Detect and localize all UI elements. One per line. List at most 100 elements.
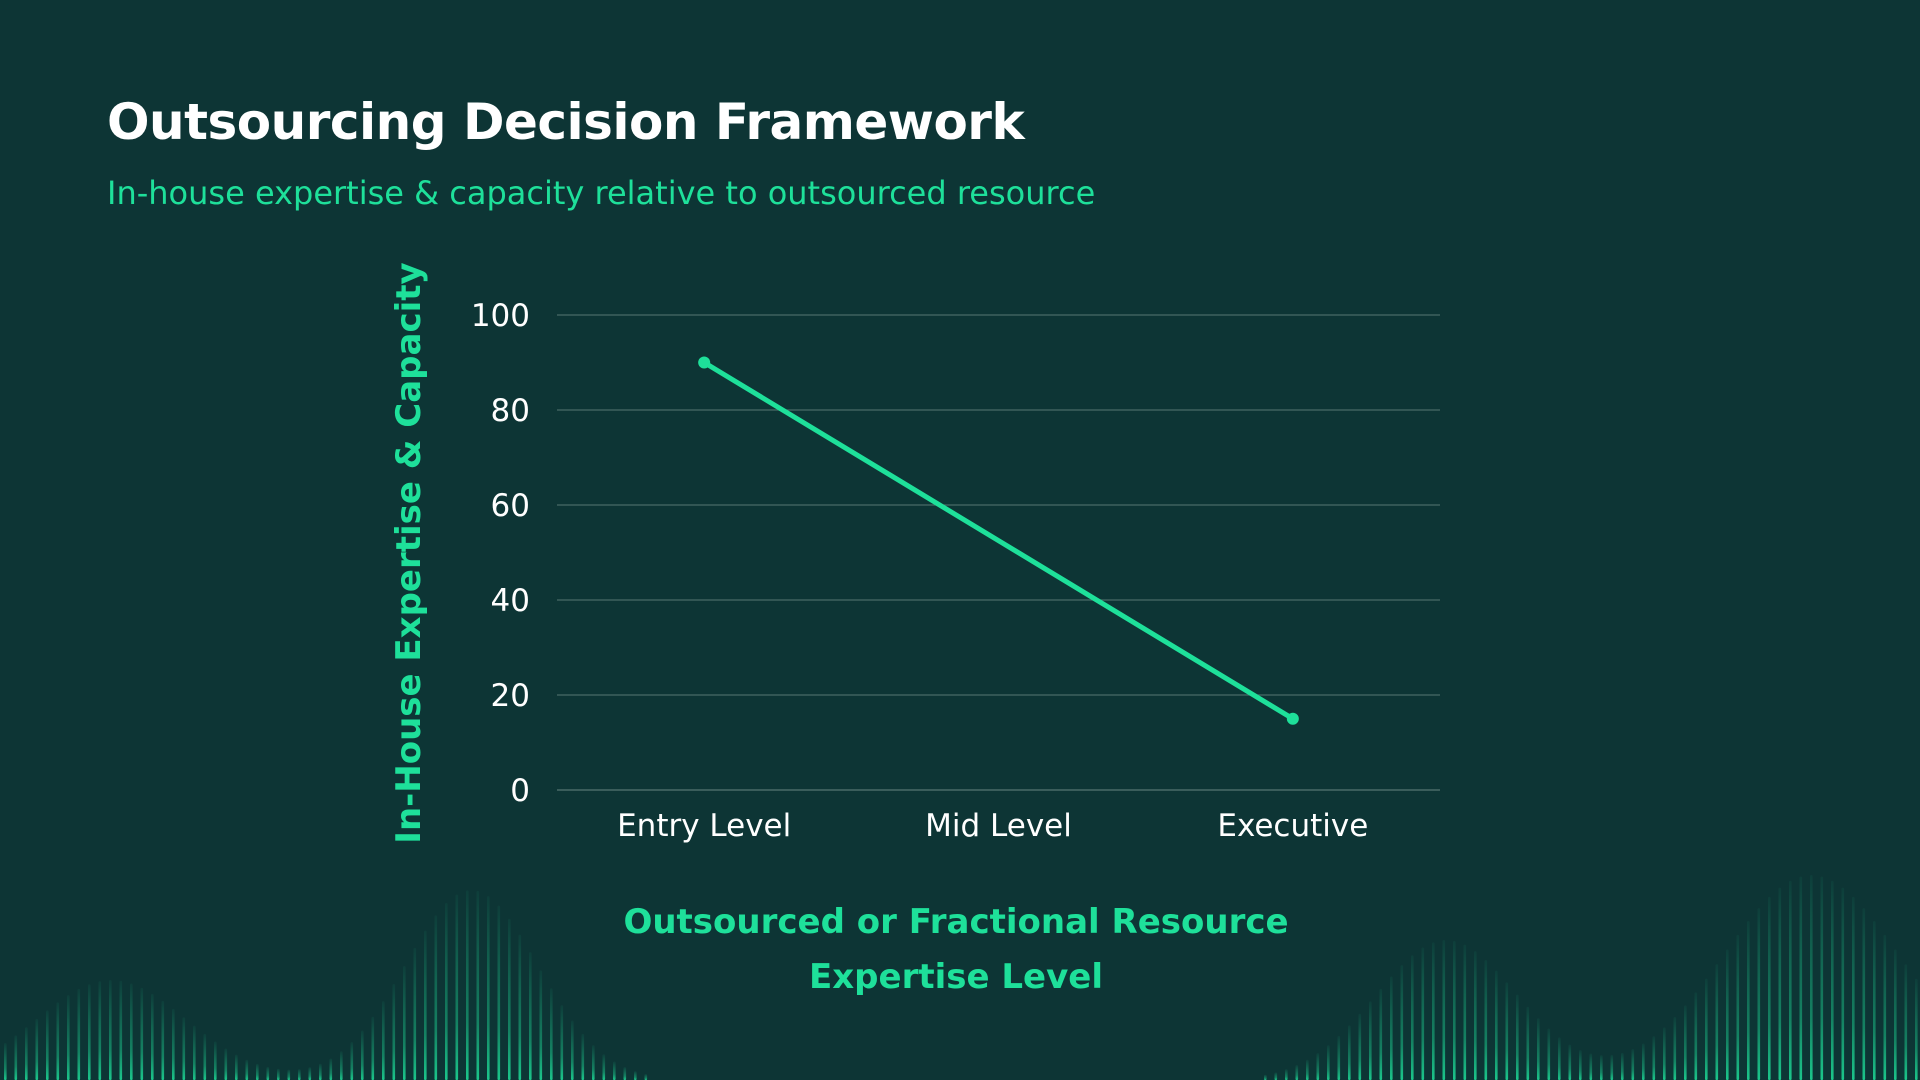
y-axis-title: In-House Expertise & Capacity	[389, 262, 429, 843]
wave-bar	[1883, 934, 1887, 1080]
wave-bar	[98, 981, 102, 1080]
wave-bar	[1348, 1025, 1351, 1080]
x-axis-title-line-2: Expertise Level	[809, 957, 1103, 997]
wave-bar	[1642, 1043, 1645, 1080]
wave-bar	[245, 1059, 249, 1080]
wave-bar	[1568, 1044, 1572, 1080]
wave-bar	[298, 1069, 301, 1080]
wave-bar	[1579, 1050, 1582, 1080]
wave-bar	[1547, 1028, 1551, 1080]
wave-bar	[119, 980, 123, 1080]
wave-bar	[1463, 944, 1467, 1080]
series-line	[701, 360, 1296, 722]
wave-bar	[371, 1016, 375, 1080]
wave-bar	[266, 1066, 270, 1080]
y-tick-label: 80	[491, 393, 530, 429]
wave-bar	[508, 918, 511, 1080]
wave-bar	[340, 1051, 343, 1080]
wave-bar	[1558, 1037, 1561, 1080]
wave-bar	[277, 1068, 280, 1080]
wave-bar	[1915, 978, 1918, 1080]
wave-bar	[1852, 896, 1855, 1080]
wave-bar	[644, 1074, 648, 1080]
page-subtitle: In-house expertise & capacity relative t…	[107, 174, 1096, 212]
y-tick-label: 20	[491, 678, 530, 714]
wave-bar	[1894, 949, 1897, 1080]
wave-bar	[1432, 942, 1435, 1080]
wave-bar	[1505, 982, 1509, 1080]
wave-bar	[592, 1045, 595, 1080]
wave-bar	[560, 1005, 564, 1080]
wave-bar	[4, 1043, 7, 1080]
wave-bar	[1516, 994, 1519, 1080]
wave-bar	[1705, 978, 1708, 1080]
data-point	[1286, 712, 1299, 725]
wave-bar	[1295, 1065, 1299, 1080]
page-title: Outsourcing Decision Framework	[107, 93, 1025, 151]
wave-bar	[203, 1033, 207, 1080]
wave-bar	[1726, 949, 1729, 1080]
x-tick-label: Entry Level	[617, 808, 791, 844]
x-axis-ticks: Entry Level Mid Level Executive	[617, 808, 1368, 844]
wave-bar	[25, 1027, 28, 1080]
wave-bar	[172, 1008, 175, 1080]
wave-bar	[1673, 1017, 1677, 1080]
wave-bar	[424, 930, 427, 1080]
wave-bar	[88, 984, 91, 1080]
wave-bar	[151, 993, 154, 1080]
wave-bar	[476, 890, 480, 1080]
wave-bar	[350, 1041, 354, 1080]
wave-bar	[140, 987, 144, 1080]
wave-bar	[256, 1063, 259, 1080]
wave-bar	[1631, 1049, 1635, 1080]
wave-bar	[1474, 951, 1477, 1080]
wave-bar	[1789, 880, 1792, 1080]
wave-bar	[1684, 1005, 1687, 1080]
wave-bar	[434, 915, 438, 1080]
wave-bar	[182, 1017, 186, 1080]
wave-bar	[539, 970, 543, 1080]
wave-bar	[193, 1025, 196, 1080]
x-tick-label: Mid Level	[925, 808, 1072, 844]
wave-bar	[1663, 1027, 1666, 1080]
wave-bar	[1484, 959, 1488, 1080]
wave-bar	[497, 905, 501, 1080]
wave-bar	[1862, 908, 1866, 1080]
wave-bar	[1589, 1053, 1593, 1080]
wave-bar	[455, 894, 459, 1080]
wave-bar	[613, 1061, 616, 1080]
wave-bar	[235, 1054, 238, 1080]
wave-bar	[1285, 1069, 1288, 1080]
wave-bar	[1358, 1013, 1362, 1080]
wave-bar	[1327, 1045, 1330, 1080]
wave-bar	[1337, 1035, 1341, 1080]
wave-bar	[109, 980, 112, 1080]
wave-bar	[1715, 964, 1719, 1080]
wave-bar	[581, 1033, 585, 1080]
x-axis-title-line-1: Outsourced or Fractional Resource	[623, 902, 1288, 942]
wave-bar	[1369, 1001, 1372, 1080]
wave-bar	[1400, 965, 1404, 1080]
wave-bar	[1610, 1054, 1614, 1080]
wave-bar	[56, 1002, 60, 1080]
wave-bar	[1736, 934, 1740, 1080]
wave-bar	[1904, 964, 1908, 1080]
wave-bar	[1306, 1059, 1309, 1080]
wave-bar	[1652, 1036, 1656, 1080]
wave-bar	[1537, 1018, 1540, 1080]
wave-bar	[14, 1035, 18, 1080]
wave-bar	[308, 1067, 312, 1080]
x-tick-label: Executive	[1217, 808, 1368, 844]
wave-bar	[1831, 880, 1834, 1080]
wave-bar	[161, 1000, 165, 1080]
wave-bar	[319, 1063, 322, 1080]
wave-bar	[1820, 876, 1824, 1080]
wave-bar	[413, 947, 417, 1080]
wave-bar	[1316, 1053, 1320, 1080]
wave-bar	[1873, 920, 1876, 1080]
wave-bar	[287, 1069, 291, 1080]
wave-bar	[382, 1001, 385, 1080]
wave-bar	[46, 1010, 49, 1080]
wave-bar	[623, 1066, 627, 1080]
